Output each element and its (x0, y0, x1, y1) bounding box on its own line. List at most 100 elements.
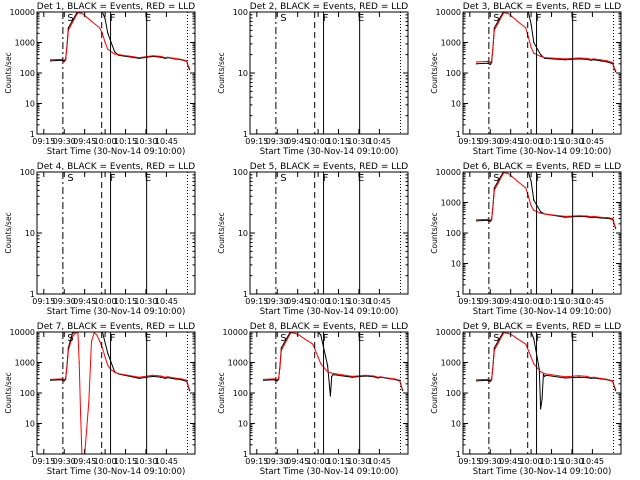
data-point (564, 215, 566, 217)
x-tick-label: 10:45 (581, 297, 604, 306)
x-axis-label: Start Time (30-Nov-14 09:10:00) (47, 467, 186, 477)
data-point (493, 347, 495, 349)
marker-s: S (280, 333, 286, 344)
data-point (107, 48, 109, 50)
chart-title: Det 7, BLACK = Events, RED = LLD (37, 322, 196, 332)
plot-frame (36, 11, 196, 135)
data-point (527, 349, 530, 351)
x-tick-label: 09:45 (286, 457, 309, 466)
data-point (99, 27, 101, 29)
y-tick-label: 10 (25, 100, 35, 109)
data-point (613, 67, 615, 69)
chart-title: Det 2, BLACK = Events, RED = LLD (250, 2, 409, 12)
data-point (492, 206, 494, 208)
data-point (118, 373, 120, 375)
plot-frame (249, 11, 409, 135)
data-point (491, 62, 493, 64)
x-axis-label: Start Time (30-Nov-14 09:10:00) (473, 147, 612, 157)
data-point (71, 336, 73, 338)
data-point (164, 376, 166, 378)
x-tick-label: 09:15 (245, 137, 268, 146)
data-point (317, 356, 319, 358)
y-tick-label: 10000 (436, 8, 461, 17)
data-point (189, 67, 191, 70)
data-point (174, 377, 176, 379)
data-point (489, 63, 491, 66)
data-point (489, 380, 491, 382)
data-point (586, 215, 588, 217)
data-point (615, 71, 617, 73)
data-point (586, 57, 588, 60)
data-point (600, 59, 602, 61)
data-point (540, 371, 542, 373)
x-axis-label: Start Time (30-Nov-14 09:10:00) (260, 307, 399, 317)
data-point (530, 46, 532, 48)
data-point (152, 374, 154, 376)
series-lld-line (50, 332, 191, 454)
x-tick-label: 10:15 (540, 297, 563, 306)
marker-f: F (110, 13, 116, 24)
x-tick-label: 10:30 (347, 297, 370, 306)
marker-s: S (67, 333, 73, 344)
data-point (114, 51, 116, 53)
data-point (476, 61, 478, 63)
panel-9: S F E11010010001000009:1509:3009:4510:0010… (430, 322, 622, 477)
data-point (160, 376, 162, 378)
x-tick-label: 09:30 (53, 297, 76, 306)
data-point (533, 338, 535, 340)
data-point (71, 332, 73, 334)
marker-f: F (110, 173, 116, 184)
y-tick-label: 1000 (15, 359, 35, 368)
x-tick-label: 09:45 (286, 137, 309, 146)
data-point (107, 364, 109, 367)
series-group (476, 172, 617, 230)
data-point (593, 59, 595, 61)
x-tick-label: 09:30 (266, 297, 289, 306)
data-point (174, 57, 176, 60)
data-point (278, 377, 280, 379)
x-axis-label: Start Time (30-Nov-14 09:10:00) (260, 147, 399, 157)
data-point (501, 14, 504, 16)
x-tick-label: 10:45 (368, 297, 391, 306)
data-point (138, 377, 140, 379)
y-axis-label: Counts/sec (217, 372, 226, 413)
series-group (50, 332, 191, 454)
x-axis-label: Start Time (30-Nov-14 09:10:00) (47, 147, 186, 157)
y-tick-label: 100 (446, 389, 461, 398)
data-point (167, 56, 169, 58)
data-point (402, 390, 404, 392)
data-point (152, 375, 154, 377)
chart-title: Det 1, BLACK = Events, RED = LLD (37, 2, 196, 12)
series-group (476, 12, 617, 73)
marker-e: E (358, 333, 364, 344)
data-point (486, 60, 489, 63)
marker-f: F (323, 13, 329, 24)
data-point (365, 374, 367, 376)
data-point (606, 60, 609, 62)
y-tick-label: 100 (233, 389, 248, 398)
data-point (152, 55, 154, 57)
y-tick-label: 1 (456, 130, 461, 139)
y-tick-label: 10000 (223, 328, 248, 337)
data-point (493, 29, 495, 31)
data-point (533, 52, 535, 54)
y-tick-label: 1000 (15, 39, 35, 48)
data-point (476, 63, 478, 65)
data-point (491, 378, 493, 380)
data-point (545, 374, 547, 376)
data-point (174, 378, 176, 380)
data-point (280, 347, 282, 349)
x-tick-label: 09:15 (32, 457, 55, 466)
data-point (530, 180, 532, 182)
y-axis-label: Counts/sec (430, 372, 439, 413)
data-point (600, 377, 602, 379)
data-point (486, 378, 489, 380)
chart-title: Det 6, BLACK = Events, RED = LLD (463, 162, 622, 172)
data-point (393, 378, 395, 380)
y-axis-label: Counts/sec (430, 212, 439, 253)
data-point (578, 376, 580, 378)
data-point (533, 363, 535, 365)
x-tick-label: 09:15 (458, 297, 481, 306)
x-tick-label: 09:45 (499, 457, 522, 466)
x-tick-label: 10:30 (134, 457, 157, 466)
